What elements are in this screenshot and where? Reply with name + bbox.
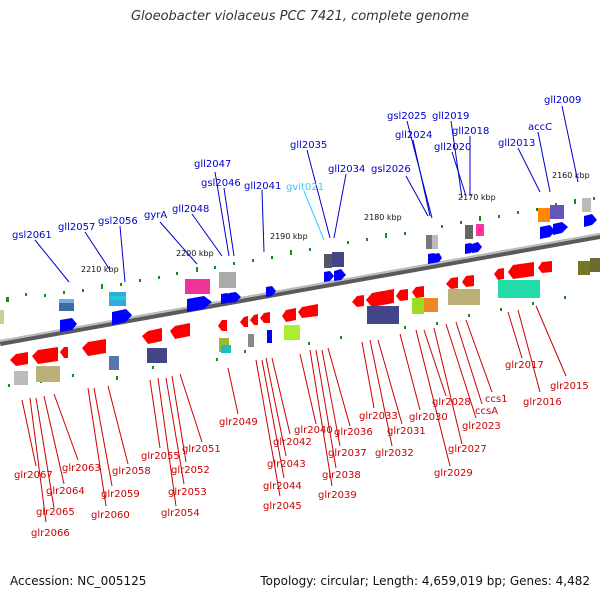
gene-label: glr2043	[267, 459, 306, 470]
gene-label: ccs1	[485, 394, 508, 405]
gene-label: glr2033	[359, 411, 398, 422]
gene-label: accC	[528, 122, 552, 133]
scale-label: 2190 kbp	[270, 232, 308, 241]
accession-text: Accession: NC_005125	[10, 574, 147, 588]
reverse-cog-boxes	[14, 258, 600, 385]
gene-label: glr2052	[171, 465, 210, 476]
gene-label-trna: gvit021	[286, 182, 324, 193]
forward-gene-labels: gsl2061 gll2057 gsl2056 gyrA gll2048 gll…	[12, 95, 581, 241]
gene-label: glr2031	[387, 426, 426, 437]
gene-label: glr2027	[448, 444, 487, 455]
gene-label: glr2066	[31, 528, 70, 539]
map-title: Gloeobacter violaceus PCC 7421, complete…	[130, 9, 470, 24]
gene-label: gsl2056	[98, 216, 138, 227]
reverse-gene-labels: glr2067 glr2066 glr2065 glr2064 glr2063 …	[14, 360, 589, 539]
gene-label: glr2042	[273, 437, 312, 448]
gene-label: gll2041	[244, 181, 281, 192]
gene-label: gll2009	[544, 95, 581, 106]
gene-label: glr2036	[334, 427, 373, 438]
gene-label: glr2045	[263, 501, 302, 512]
gene-label: glr2059	[101, 489, 140, 500]
gene-label: glr2017	[505, 360, 544, 371]
gene-label: glr2064	[46, 486, 85, 497]
gene-label: gsl2046	[201, 178, 241, 189]
scale-ticks	[6, 197, 595, 387]
gene-label: gsl2061	[12, 230, 52, 241]
gene-label: glr2040	[294, 425, 333, 436]
gene-label: glr2023	[462, 421, 501, 432]
scale-label: 2170 kbp	[458, 193, 496, 202]
gene-label: gsl2026	[371, 164, 411, 175]
gene-label: gll2035	[290, 140, 327, 151]
gene-label: ccsA	[475, 406, 498, 417]
gene-label: glr2015	[550, 381, 589, 392]
gene-label: glr2065	[36, 507, 75, 518]
gene-label: gll2057	[58, 222, 95, 233]
gene-label: glr2058	[112, 466, 151, 477]
gene-label: gll2020	[434, 142, 471, 153]
reverse-gene-arrows	[10, 261, 552, 366]
forward-leader-lines	[34, 105, 579, 283]
gene-label: glr2067	[14, 470, 53, 481]
forward-cog-boxes	[0, 198, 591, 324]
gene-label: glr2054	[161, 508, 200, 519]
genome-summary-text: Topology: circular; Length: 4,659,019 bp…	[260, 574, 590, 588]
gene-label: glr2038	[322, 470, 361, 481]
gene-label: glr2053	[168, 487, 207, 498]
scale-label: 2180 kbp	[364, 213, 402, 222]
scale-labels: 2210 kbp 2200 kbp 2190 kbp 2180 kbp 2170…	[81, 171, 590, 274]
gene-label: glr2016	[523, 397, 562, 408]
gene-label: gsl2025	[387, 111, 427, 122]
gene-label: glr2044	[263, 481, 302, 492]
gene-label: glr2055	[141, 451, 180, 462]
gene-label: glr2039	[318, 490, 357, 501]
reverse-leader-lines	[21, 305, 567, 523]
gene-label: glr2060	[91, 510, 130, 521]
gene-label: glr2030	[409, 412, 448, 423]
gene-label: gll2047	[194, 159, 231, 170]
gene-label: glr2037	[328, 448, 367, 459]
gene-label: gll2018	[452, 126, 489, 137]
gene-label: gll2034	[328, 164, 365, 175]
gene-label: gll2019	[432, 111, 469, 122]
gene-label: glr2028	[432, 397, 471, 408]
gene-label: glr2032	[375, 448, 414, 459]
gene-label: gll2013	[498, 138, 535, 149]
gene-label: glr2029	[434, 468, 473, 479]
scale-label: 2210 kbp	[81, 265, 119, 274]
gene-label: glr2049	[219, 417, 258, 428]
genome-backbone	[0, 233, 600, 346]
forward-gene-arrows	[60, 214, 597, 343]
gene-label: gyrA	[144, 210, 167, 221]
scale-label: 2200 kbp	[176, 249, 214, 258]
gene-label: gll2048	[172, 204, 209, 215]
gene-label: glr2051	[182, 444, 221, 455]
scale-label: 2160 kbp	[552, 171, 590, 180]
gene-label: gll2024	[395, 130, 432, 141]
gene-label: glr2063	[62, 463, 101, 474]
